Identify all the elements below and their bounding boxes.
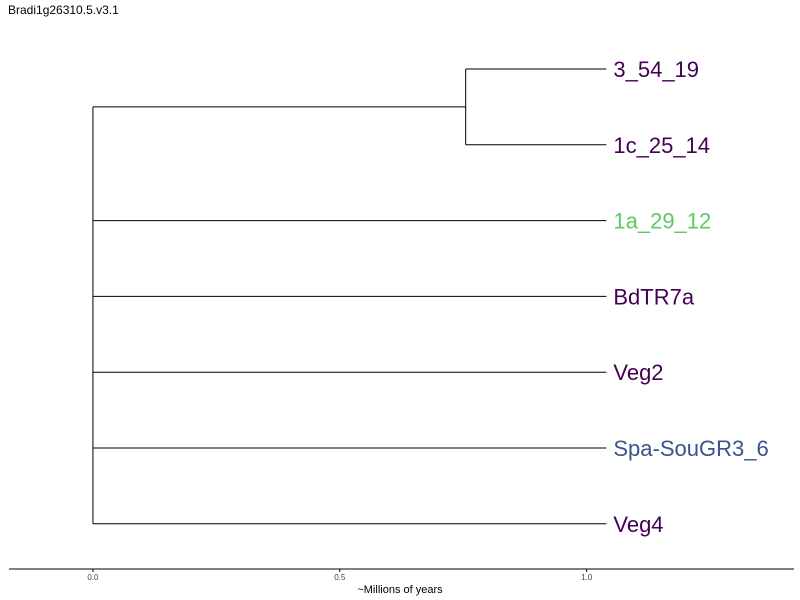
axis-tick-label: 0.0: [87, 573, 99, 582]
tip-label: 1a_29_12: [613, 209, 711, 234]
tip-label: Spa-SouGR3_6: [613, 436, 768, 461]
tip-labels: 3_54_19 1c_25_14 1a_29_12 BdTR7a Veg2 Spa-Sou…: [613, 57, 768, 537]
axis-tick-label: 1.0: [581, 573, 593, 582]
branches: [92, 68, 607, 525]
axis-title: ~Millions of years: [357, 584, 443, 596]
tip-label: 1c_25_14: [613, 133, 710, 158]
tip-label: Veg2: [613, 360, 663, 385]
tip-label: 3_54_19: [613, 57, 699, 82]
axis-tick-label: 0.5: [334, 573, 346, 582]
tip-label: Veg4: [613, 512, 663, 537]
time-axis: 0.0 0.5 1.0: [9, 568, 794, 582]
tree-title: Bradi1g26310.5.v3.1: [8, 3, 119, 17]
tip-label: BdTR7a: [613, 284, 694, 309]
